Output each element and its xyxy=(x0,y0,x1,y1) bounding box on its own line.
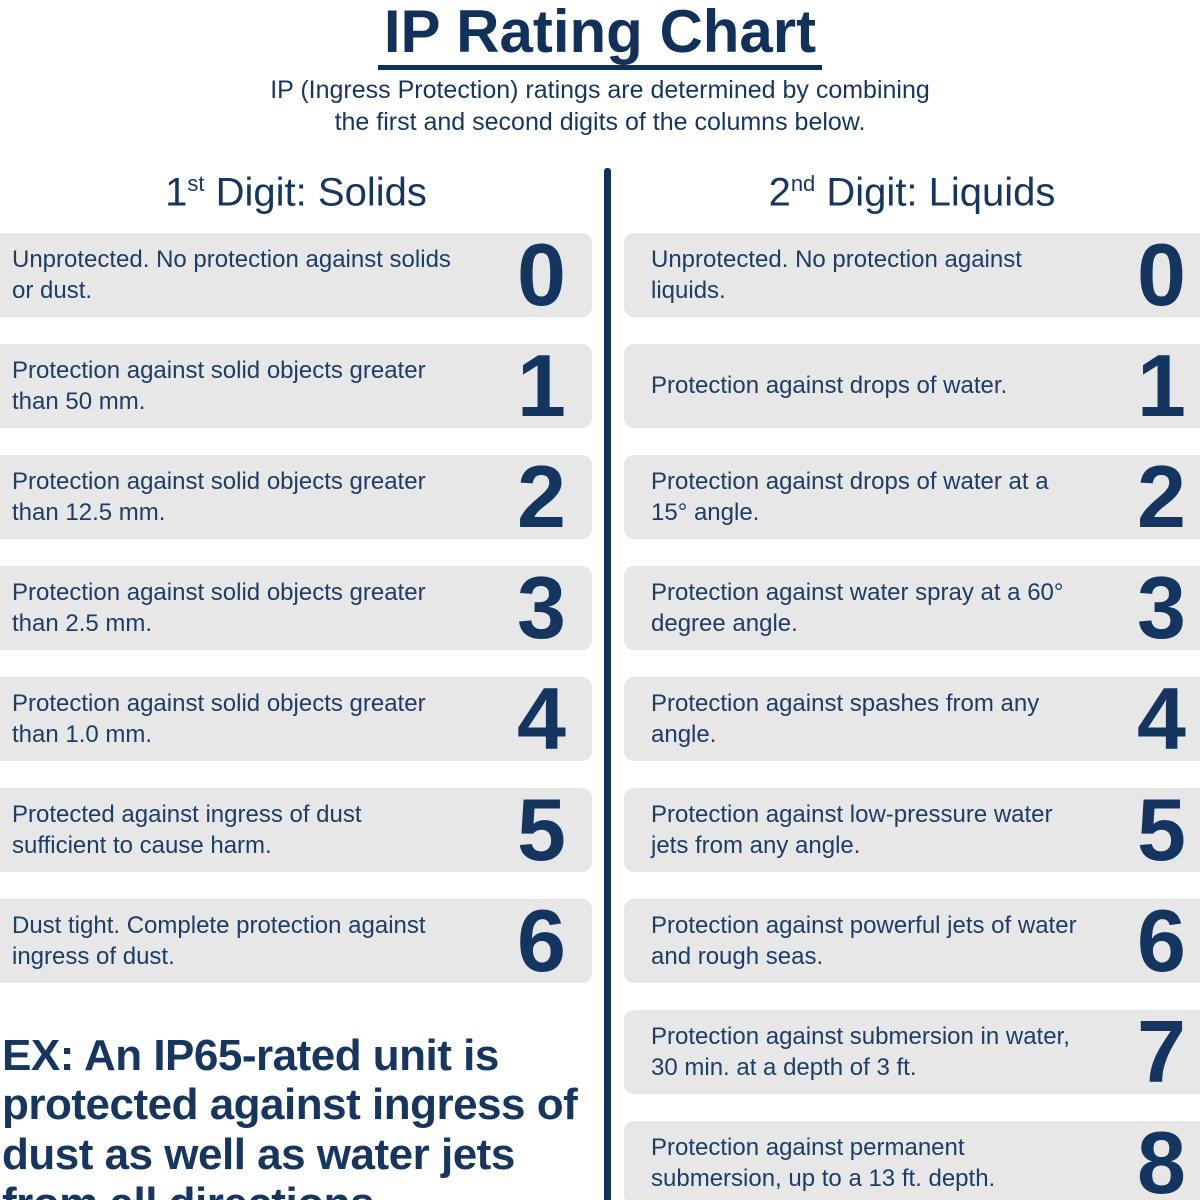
liquids-column: 2nd Digit: Liquids Unprotected. No prote… xyxy=(624,144,1200,1200)
page-header: IP Rating Chart IP (Ingress Protection) … xyxy=(0,0,1200,138)
column-divider xyxy=(604,168,611,1200)
solids-heading-text: Digit: Solids xyxy=(204,170,427,215)
liquids-rows: Unprotected. No protection against liqui… xyxy=(624,225,1200,1200)
liquids-row-2: Protection against drops of water at a 1… xyxy=(624,447,1200,546)
solids-row-6: Dust tight. Complete protection against … xyxy=(0,891,592,990)
liquids-row-4-digit: 4 xyxy=(1137,669,1186,768)
example-text: EX: An IP65-rated unit is protected agai… xyxy=(2,1031,578,1200)
liquids-row-0-description: Unprotected. No protection against liqui… xyxy=(651,245,1022,304)
page-title: IP Rating Chart xyxy=(377,2,823,70)
solids-row-3: Protection against solid objects greater… xyxy=(0,558,592,657)
solids-row-3-digit: 3 xyxy=(517,558,566,657)
liquids-row-7-description: Protection against submersion in water, … xyxy=(651,1022,1070,1081)
subtitle-line-1: IP (Ingress Protection) ratings are dete… xyxy=(270,76,930,104)
solids-row-0-description: Unprotected. No protection against solid… xyxy=(12,245,451,304)
liquids-heading-ordinal: nd xyxy=(790,171,816,196)
solids-row-0-digit: 0 xyxy=(517,225,566,324)
liquids-row-1: Protection against drops of water. 1 xyxy=(624,336,1200,435)
liquids-row-2-description: Protection against drops of water at a 1… xyxy=(651,467,1049,526)
solids-row-2-digit: 2 xyxy=(517,447,566,546)
liquids-row-3: Protection against water spray at a 60° … xyxy=(624,558,1200,657)
solids-row-6-description: Dust tight. Complete protection against … xyxy=(12,911,426,970)
solids-row-5: Protected against ingress of dust suffic… xyxy=(0,780,592,879)
liquids-row-8: Protection against permanent submersion,… xyxy=(624,1113,1200,1200)
liquids-row-3-description: Protection against water spray at a 60° … xyxy=(651,578,1064,637)
liquids-row-1-digit: 1 xyxy=(1137,336,1186,435)
liquids-row-8-description: Protection against permanent submersion,… xyxy=(651,1133,996,1192)
liquids-heading-number: 2 xyxy=(768,170,791,215)
liquids-row-0-digit: 0 xyxy=(1137,225,1186,324)
solids-heading-number: 1 xyxy=(165,170,188,215)
liquids-row-3-digit: 3 xyxy=(1137,558,1186,657)
solids-row-2-description: Protection against solid objects greater… xyxy=(12,467,426,526)
solids-row-4-description: Protection against solid objects greater… xyxy=(12,689,426,748)
liquids-row-6-description: Protection against powerful jets of wate… xyxy=(651,911,1077,970)
page-subtitle: IP (Ingress Protection) ratings are dete… xyxy=(0,74,1200,138)
solids-column-heading: 1st Digit: Solids xyxy=(0,160,592,214)
solids-row-1: Protection against solid objects greater… xyxy=(0,336,592,435)
liquids-row-6: Protection against powerful jets of wate… xyxy=(624,891,1200,990)
solids-row-3-description: Protection against solid objects greater… xyxy=(12,578,426,637)
liquids-row-6-digit: 6 xyxy=(1137,891,1186,990)
solids-row-4: Protection against solid objects greater… xyxy=(0,669,592,768)
liquids-row-5-description: Protection against low-pressure water je… xyxy=(651,800,1053,859)
liquids-row-4: Protection against spashes from any angl… xyxy=(624,669,1200,768)
liquids-heading-text: Digit: Liquids xyxy=(815,170,1056,215)
liquids-row-4-description: Protection against spashes from any angl… xyxy=(651,689,1040,748)
solids-column: 1st Digit: Solids Unprotected. No protec… xyxy=(0,144,592,1200)
solids-row-0: Unprotected. No protection against solid… xyxy=(0,225,592,324)
liquids-row-7: Protection against submersion in water, … xyxy=(624,1002,1200,1101)
solids-row-2: Protection against solid objects greater… xyxy=(0,447,592,546)
liquids-row-7-digit: 7 xyxy=(1137,1002,1186,1101)
solids-row-1-description: Protection against solid objects greater… xyxy=(12,356,426,415)
solids-row-5-description: Protected against ingress of dust suffic… xyxy=(12,800,362,859)
solids-row-5-digit: 5 xyxy=(517,780,566,879)
columns-container: 1st Digit: Solids Unprotected. No protec… xyxy=(0,144,1200,1200)
solids-row-4-digit: 4 xyxy=(517,669,566,768)
liquids-row-0: Unprotected. No protection against liqui… xyxy=(624,225,1200,324)
liquids-row-5: Protection against low-pressure water je… xyxy=(624,780,1200,879)
solids-row-1-digit: 1 xyxy=(517,336,566,435)
solids-heading-ordinal: st xyxy=(187,171,205,196)
liquids-row-1-description: Protection against drops of water. xyxy=(651,372,1008,400)
solids-row-6-digit: 6 xyxy=(517,891,566,990)
liquids-row-8-digit: 8 xyxy=(1137,1113,1186,1200)
liquids-row-2-digit: 2 xyxy=(1137,447,1186,546)
liquids-column-heading: 2nd Digit: Liquids xyxy=(624,160,1200,214)
liquids-row-5-digit: 5 xyxy=(1137,780,1186,879)
solids-rows: Unprotected. No protection against solid… xyxy=(0,225,592,990)
subtitle-line-2: the first and second digits of the colum… xyxy=(334,108,866,136)
